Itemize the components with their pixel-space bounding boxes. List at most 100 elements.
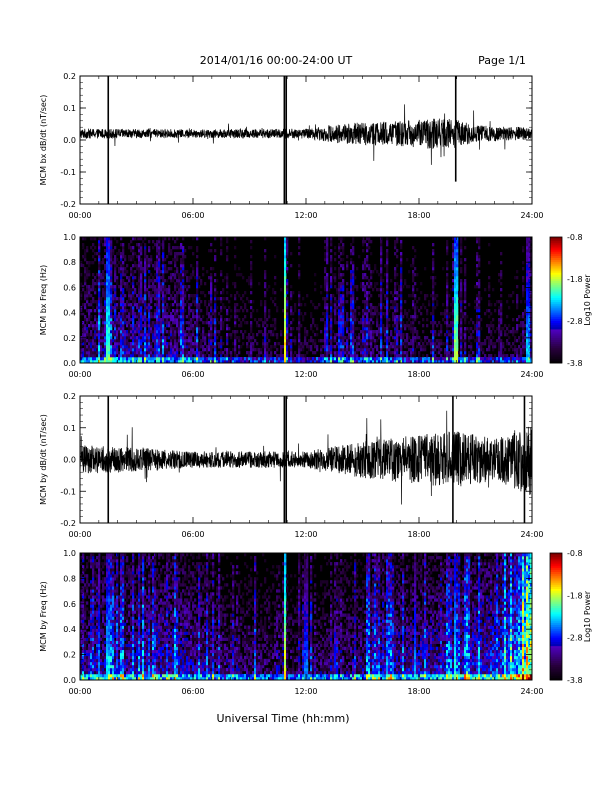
spectrogram-cell — [298, 354, 300, 357]
spectrogram-cell — [298, 339, 300, 342]
spectrogram-cell — [492, 336, 494, 339]
spectrogram-cell — [370, 273, 372, 276]
x-tick-label: 00:00 — [68, 530, 91, 539]
spectrogram-cell — [412, 303, 414, 306]
spectrogram-cell — [500, 252, 502, 255]
spectrogram-cell — [380, 315, 382, 318]
spectrogram-cell — [88, 327, 90, 330]
spectrogram-cell — [112, 315, 114, 318]
spectrogram-cell — [304, 327, 306, 330]
spectrogram-cell — [150, 300, 152, 303]
spectrogram-cell — [354, 318, 356, 321]
spectrogram-cell — [194, 294, 196, 297]
spectrogram-cell — [346, 312, 348, 315]
spectrogram-cell — [452, 339, 454, 342]
spectrogram-cell — [136, 255, 138, 258]
spectrogram-cell — [240, 306, 242, 309]
spectrogram-cell — [138, 264, 140, 267]
spectrogram-cell — [114, 324, 116, 327]
spectrogram-cell — [444, 351, 446, 354]
spectrogram-cell — [210, 243, 212, 246]
spectrogram-cell — [344, 342, 346, 345]
spectrogram-cell — [86, 303, 88, 306]
spectrogram-cell — [144, 330, 146, 333]
spectrogram-cell — [106, 252, 108, 255]
spectrogram-cell — [432, 333, 434, 336]
spectrogram-cell — [98, 240, 100, 243]
spectrogram-cell — [522, 351, 524, 354]
spectrogram-cell — [500, 276, 502, 279]
spectrogram-cell — [104, 306, 106, 309]
spectrogram-cell — [448, 294, 450, 297]
spectrogram-cell — [194, 300, 196, 303]
spectrogram-cell — [422, 345, 424, 348]
spectrogram-cell — [366, 255, 368, 258]
spectrogram-cell — [138, 345, 140, 348]
spectrogram-cell — [370, 276, 372, 279]
spectrogram-cell — [446, 321, 448, 324]
spectrogram-cell — [92, 243, 94, 246]
spectrogram-cell — [104, 303, 106, 306]
spectrogram-cell — [188, 303, 190, 306]
spectrogram-cell — [114, 327, 116, 330]
spectrogram-cell — [164, 315, 166, 318]
spectrogram-cell — [290, 339, 292, 342]
spectrogram-cell — [524, 342, 526, 345]
spectrogram-cell — [346, 321, 348, 324]
spectrogram-cell — [132, 303, 134, 306]
spectrogram-cell — [196, 333, 198, 336]
spectrogram-cell — [282, 345, 284, 348]
spectrogram-cell — [346, 345, 348, 348]
spectrogram-cell — [362, 336, 364, 339]
spectrogram-cell — [440, 342, 442, 345]
spectrogram-cell — [256, 309, 258, 312]
spectrogram-cell — [114, 306, 116, 309]
spectrogram-cell — [176, 279, 178, 282]
spectrogram-cell — [116, 333, 118, 336]
spectrogram-cell — [364, 258, 366, 261]
spectrogram-cell — [284, 342, 286, 345]
spectrogram-cell — [352, 264, 354, 267]
spectrogram-cell — [398, 285, 400, 288]
spectrogram-cell — [520, 321, 522, 324]
spectrogram-cell — [138, 258, 140, 261]
spectrogram-cell — [420, 339, 422, 342]
spectrogram-cell — [90, 315, 92, 318]
spectrogram-cell — [234, 285, 236, 288]
spectrogram-cell — [462, 354, 464, 357]
spectrogram-cell — [174, 327, 176, 330]
spectrogram-cell — [284, 306, 286, 309]
spectrogram-cell — [342, 273, 344, 276]
spectrogram-cell — [520, 315, 522, 318]
spectrogram-cell — [196, 294, 198, 297]
spectrogram-cell — [182, 312, 184, 315]
spectrogram-cell — [178, 282, 180, 285]
spectrogram-cell — [266, 342, 268, 345]
spectrogram-cell — [358, 342, 360, 345]
spectrogram-cell — [380, 258, 382, 261]
spectrogram-cell — [370, 315, 372, 318]
spectrogram-cell — [326, 243, 328, 246]
spectrogram-cell — [394, 330, 396, 333]
spectrogram-cell — [98, 351, 100, 354]
spectrogram-cell — [114, 246, 116, 249]
spectrogram-cell — [396, 294, 398, 297]
spectrogram-cell — [138, 333, 140, 336]
spectrogram-cell — [304, 330, 306, 333]
spectrogram-cell — [112, 348, 114, 351]
spectrogram-cell — [498, 345, 500, 348]
spectrogram-cell — [144, 264, 146, 267]
spectrogram-cell — [218, 357, 220, 360]
spectrogram-cell — [250, 321, 252, 324]
spectrogram-cell — [156, 342, 158, 345]
spectrogram-cell — [122, 312, 124, 315]
spectrogram-cell — [92, 249, 94, 252]
spectrogram-cell — [204, 321, 206, 324]
spectrogram-cell — [278, 342, 280, 345]
spectrogram-cell — [122, 273, 124, 276]
spectrogram-cell — [278, 354, 280, 357]
spectrogram-cell — [204, 342, 206, 345]
spectrogram-cell — [90, 294, 92, 297]
spectrogram-cell — [82, 288, 84, 291]
spectrogram-cell — [326, 351, 328, 354]
